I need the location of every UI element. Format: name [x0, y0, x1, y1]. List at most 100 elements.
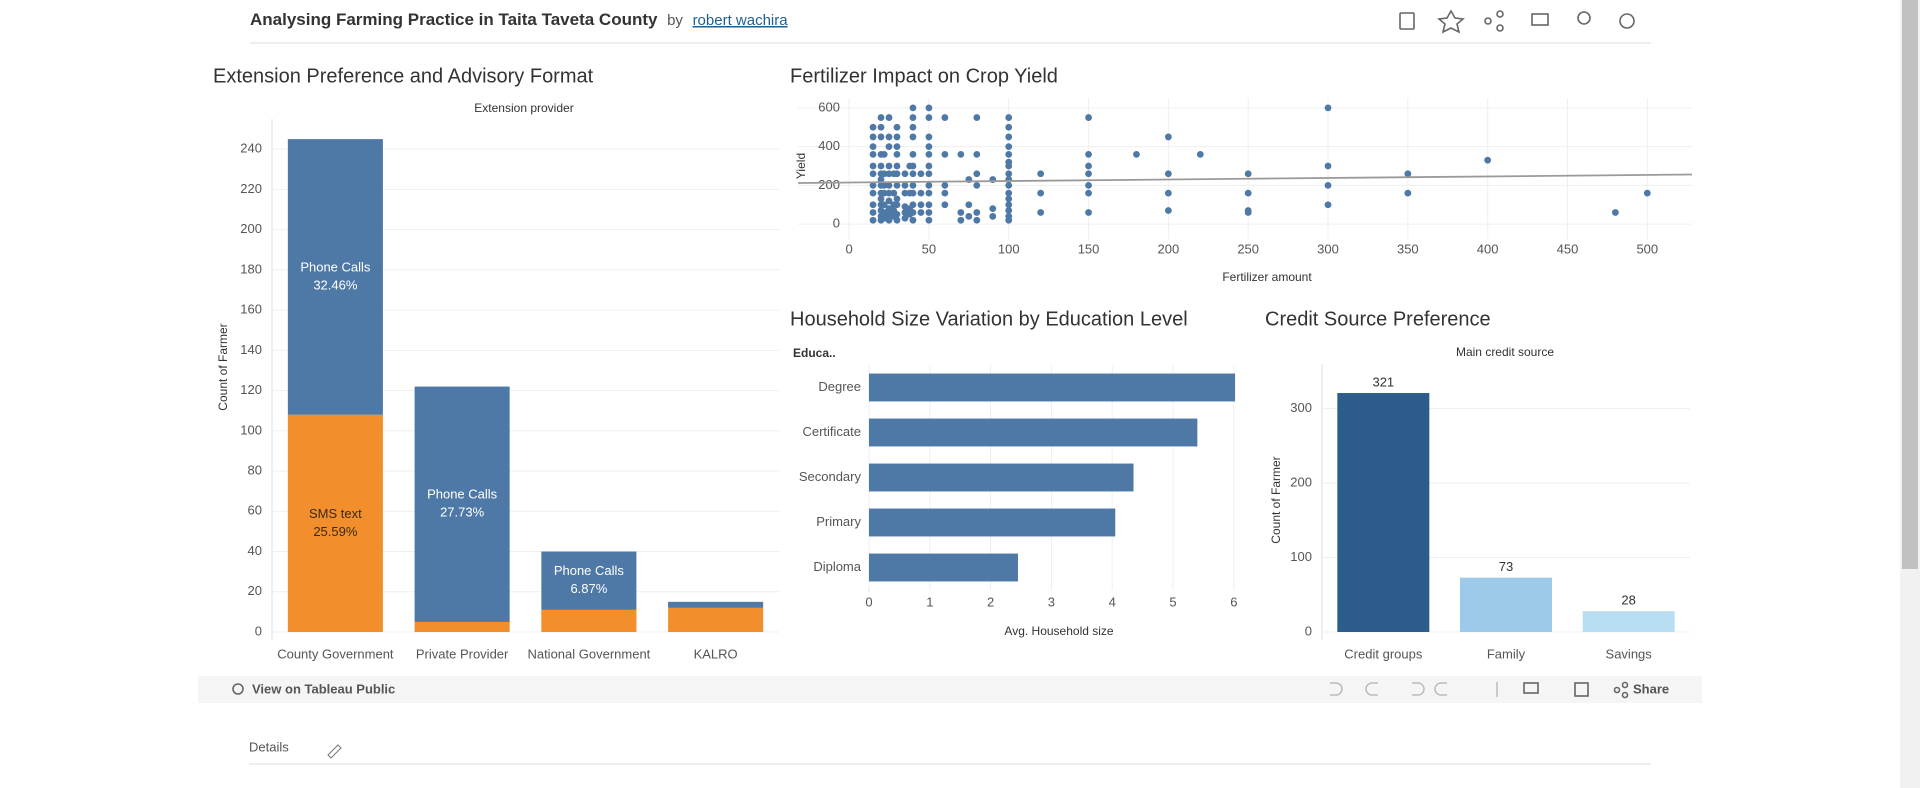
- point: [925, 181, 933, 189]
- point: [1244, 207, 1252, 214]
- settings-icon[interactable]: [1619, 13, 1635, 29]
- y-tick-label: Certificate: [802, 424, 861, 439]
- point: [965, 212, 973, 220]
- y-tick-label: 0: [1305, 623, 1312, 638]
- x-tick-label: 5: [1169, 594, 1176, 609]
- point: [909, 104, 917, 112]
- bar-segment: [287, 139, 383, 415]
- point: [877, 133, 885, 141]
- point: [893, 133, 901, 141]
- bar-segment: [541, 551, 637, 610]
- point: [941, 201, 949, 209]
- point: [925, 150, 933, 158]
- point: [1133, 150, 1140, 158]
- edit-pencil[interactable]: [327, 744, 342, 759]
- point: [1085, 114, 1092, 121]
- y-tick-label: 200: [818, 177, 840, 192]
- point: [893, 162, 901, 170]
- point: [909, 189, 917, 197]
- segment-label: 25.59%: [313, 524, 358, 539]
- point: [869, 162, 877, 170]
- author-link[interactable]: robert wachira: [693, 12, 789, 29]
- point: [869, 150, 877, 158]
- x-tick-label: KALRO: [694, 646, 738, 661]
- point: [917, 201, 925, 209]
- point: [1005, 181, 1013, 189]
- point: [877, 114, 885, 121]
- download-button[interactable]: [1523, 682, 1539, 694]
- point: [885, 143, 893, 151]
- metrics-icon[interactable]: [1577, 11, 1591, 25]
- point: [1643, 189, 1651, 197]
- point: [1085, 209, 1092, 216]
- bar: [869, 463, 1134, 492]
- page-header: Analysing Farming Practice in Taita Tave…: [250, 10, 788, 29]
- x-tick-label: Private Provider: [416, 646, 509, 661]
- point: [909, 216, 917, 224]
- bar-segment: [414, 621, 510, 632]
- point: [1005, 212, 1013, 220]
- segment-label: Phone Calls: [300, 259, 371, 274]
- point: [1085, 170, 1092, 178]
- download-icon[interactable]: [1531, 13, 1549, 26]
- x-tick-label: 300: [1317, 241, 1339, 256]
- y-tick-label: Diploma: [813, 559, 861, 574]
- share-icon[interactable]: [1484, 10, 1504, 32]
- tableau-icon: [232, 683, 244, 695]
- bar: [869, 418, 1198, 447]
- point: [885, 181, 893, 189]
- edit-icon[interactable]: [1399, 12, 1415, 30]
- point: [885, 114, 893, 121]
- point: [973, 209, 981, 216]
- fullscreen-button[interactable]: [1574, 682, 1589, 697]
- point: [901, 170, 909, 178]
- y-axis-label: Count of Farmer: [1269, 456, 1283, 543]
- data-label: 28: [1621, 593, 1635, 608]
- point: [901, 189, 909, 197]
- point: [893, 201, 901, 209]
- bar: [869, 508, 1116, 537]
- point: [957, 150, 965, 158]
- point: [869, 181, 877, 189]
- y-tick-label: 220: [240, 181, 262, 196]
- x-axis-label: Avg. Household size: [1004, 624, 1114, 638]
- y-tick-label: 240: [240, 141, 262, 156]
- point: [901, 181, 909, 189]
- point: [925, 143, 933, 151]
- y-tick-label: 0: [255, 623, 262, 638]
- data-label: 73: [1499, 559, 1513, 574]
- point: [893, 150, 901, 158]
- point: [1005, 143, 1013, 151]
- point: [1005, 158, 1013, 166]
- view-on-tableau-link[interactable]: View on Tableau Public: [252, 681, 395, 696]
- row-header: Educa..: [793, 346, 836, 360]
- y-tick-label: Degree: [818, 379, 861, 394]
- point: [909, 150, 917, 158]
- point: [890, 189, 898, 197]
- favorite-icon[interactable]: [1437, 9, 1465, 34]
- point: [1324, 104, 1332, 112]
- bar: [1460, 577, 1552, 632]
- y-tick-label: 20: [248, 583, 262, 598]
- point: [1037, 170, 1045, 178]
- point: [869, 216, 877, 224]
- point: [925, 114, 933, 121]
- point: [909, 201, 917, 209]
- bar-segment: [668, 601, 764, 608]
- scrollbar-thumb[interactable]: [1902, 0, 1918, 569]
- y-tick-label: 200: [240, 221, 262, 236]
- point: [877, 195, 885, 203]
- point: [1085, 189, 1092, 197]
- point: [869, 123, 877, 131]
- x-tick-label: 1: [926, 594, 933, 609]
- point: [925, 170, 933, 178]
- point: [909, 133, 917, 141]
- x-tick-label: 100: [998, 241, 1020, 256]
- point: [885, 133, 893, 141]
- point: [1244, 189, 1252, 197]
- point: [893, 143, 901, 151]
- share-button[interactable]: Share: [1633, 681, 1669, 696]
- point: [869, 209, 877, 216]
- share-button-icon[interactable]: [1613, 681, 1629, 699]
- bar: [869, 553, 1018, 582]
